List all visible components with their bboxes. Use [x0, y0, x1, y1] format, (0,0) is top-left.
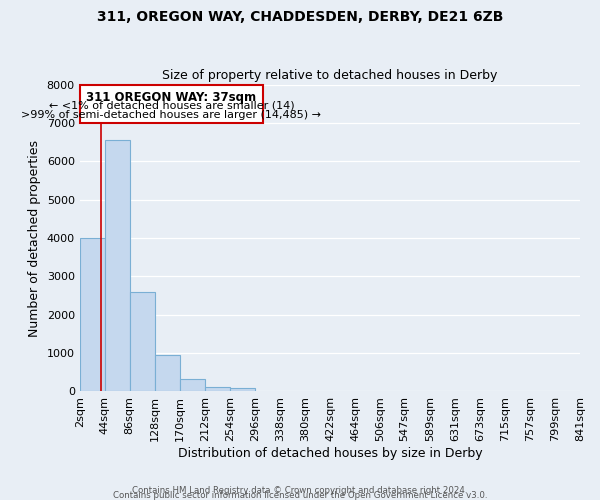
Title: Size of property relative to detached houses in Derby: Size of property relative to detached ho…: [162, 69, 497, 82]
Y-axis label: Number of detached properties: Number of detached properties: [28, 140, 41, 336]
Bar: [180, 379, 205, 392]
Text: ← <1% of detached houses are smaller (14): ← <1% of detached houses are smaller (14…: [49, 100, 295, 110]
Text: >99% of semi-detached houses are larger (14,485) →: >99% of semi-detached houses are larger …: [22, 110, 322, 120]
Bar: [104, 140, 130, 392]
Text: Contains public sector information licensed under the Open Government Licence v3: Contains public sector information licen…: [113, 491, 487, 500]
Text: 311, OREGON WAY, CHADDESDEN, DERBY, DE21 6ZB: 311, OREGON WAY, CHADDESDEN, DERBY, DE21…: [97, 10, 503, 24]
Text: 311 OREGON WAY: 37sqm: 311 OREGON WAY: 37sqm: [86, 91, 257, 104]
Bar: [155, 355, 180, 392]
FancyBboxPatch shape: [80, 84, 263, 123]
Bar: [205, 387, 230, 392]
X-axis label: Distribution of detached houses by size in Derby: Distribution of detached houses by size …: [178, 447, 482, 460]
Bar: [230, 388, 255, 392]
Text: Contains HM Land Registry data © Crown copyright and database right 2024.: Contains HM Land Registry data © Crown c…: [132, 486, 468, 495]
Bar: [80, 238, 104, 392]
Bar: [130, 292, 155, 392]
